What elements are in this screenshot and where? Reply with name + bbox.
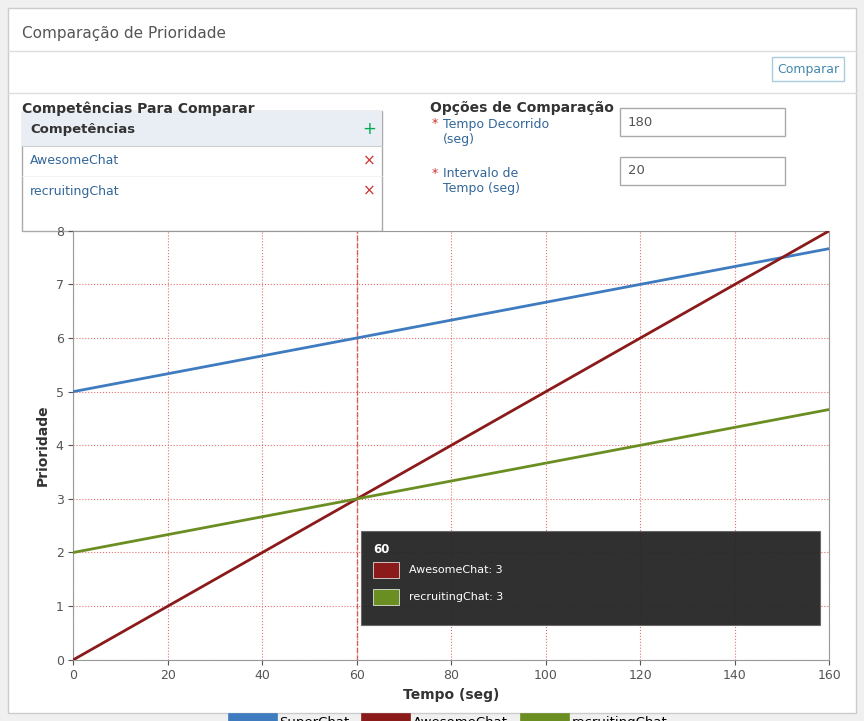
FancyBboxPatch shape [361,531,821,625]
Bar [373,562,399,578]
Bar [373,589,399,605]
Text: 60: 60 [373,543,390,556]
Text: ×: × [363,154,376,169]
X-axis label: Tempo (seg): Tempo (seg) [403,688,499,702]
Text: *: * [432,118,438,131]
FancyBboxPatch shape [22,111,382,146]
Text: Comparação de Prioridade: Comparação de Prioridade [22,26,226,41]
Text: Competências Para Comparar: Competências Para Comparar [22,101,255,115]
Text: +: + [362,120,376,138]
Text: Competências: Competências [30,123,135,136]
FancyBboxPatch shape [772,57,844,81]
Text: AwesomeChat: 3: AwesomeChat: 3 [409,565,503,575]
Text: Comparar: Comparar [777,63,839,76]
Text: recruitingChat: recruitingChat [30,185,119,198]
FancyBboxPatch shape [620,108,785,136]
Y-axis label: Prioridade: Prioridade [36,404,50,486]
Text: 180: 180 [628,115,653,128]
Text: Opções de Comparação: Opções de Comparação [430,101,614,115]
Text: AwesomeChat: AwesomeChat [30,154,119,167]
FancyBboxPatch shape [8,8,856,713]
FancyBboxPatch shape [620,157,785,185]
FancyBboxPatch shape [22,111,382,231]
Legend: SuperChat, AwesomeChat, recruitingChat: SuperChat, AwesomeChat, recruitingChat [231,710,672,721]
Text: *: * [432,167,438,180]
Text: ×: × [363,184,376,198]
Text: Tempo Decorrido
(seg): Tempo Decorrido (seg) [443,118,550,146]
Text: 20: 20 [628,164,645,177]
Text: Intervalo de
Tempo (seg): Intervalo de Tempo (seg) [443,167,520,195]
Text: recruitingChat: 3: recruitingChat: 3 [409,592,503,602]
